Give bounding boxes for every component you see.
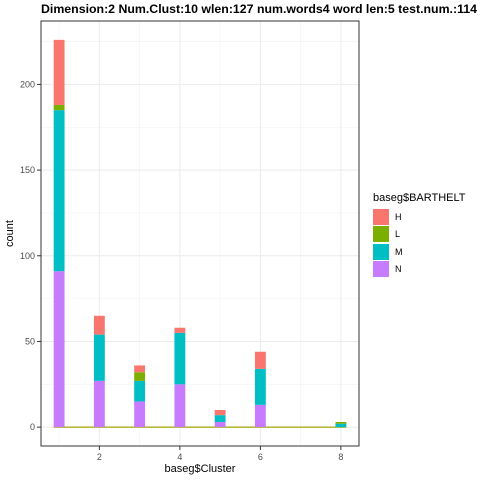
x-tick-label: 4 (177, 452, 182, 462)
legend-item-h: H (373, 208, 477, 226)
bar-h-cluster-6 (254, 351, 266, 369)
legend-item-n: N (373, 261, 477, 279)
legend-key-n (373, 261, 389, 278)
y-tick-label: 50 (25, 336, 35, 346)
y-tick-label: 150 (20, 165, 35, 175)
bar-h-cluster-4 (174, 327, 186, 333)
y-tick-label: 0 (30, 422, 35, 432)
y-axis-title: count (4, 220, 16, 247)
legend: baseg$BARTHELT H L M N (373, 192, 477, 278)
plot-border (40, 20, 360, 447)
bar-m-cluster-4 (174, 332, 186, 385)
x-tick-label: 2 (97, 452, 102, 462)
bar-m-cluster-1 (53, 110, 65, 272)
bar-m-cluster-3 (134, 380, 146, 402)
bar-n-cluster-2 (93, 380, 105, 428)
bar-h-cluster-5 (214, 410, 226, 416)
bar-m-cluster-8 (335, 423, 347, 428)
bar-n-cluster-5 (214, 422, 226, 428)
legend-title: baseg$BARTHELT (373, 192, 466, 204)
x-axis-title: baseg$Cluster (165, 463, 236, 475)
bar-n-cluster-6 (254, 404, 266, 428)
bar-l-cluster-1 (53, 104, 65, 111)
y-tick-label: 100 (20, 251, 35, 261)
legend-item-l: L (373, 226, 477, 244)
bar-l-cluster-3 (134, 372, 146, 381)
legend-label-n: N (395, 264, 402, 275)
bar-h-cluster-1 (53, 39, 65, 105)
chart-title: Dimension:2 Num.Clust:10 wlen:127 num.wo… (41, 2, 477, 16)
bar-n-cluster-3 (134, 401, 146, 428)
legend-key-l (373, 226, 389, 243)
bar-n-cluster-4 (174, 384, 186, 428)
y-tick-label: 200 (20, 79, 35, 89)
bar-h-cluster-3 (134, 365, 146, 373)
bar-n-cluster-1 (53, 271, 65, 428)
bar-h-cluster-2 (93, 315, 105, 335)
legend-label-m: M (395, 246, 403, 257)
bar-m-cluster-6 (254, 368, 266, 405)
legend-item-m: M (373, 243, 477, 261)
legend-label-l: L (395, 229, 401, 240)
legend-key-h (373, 208, 389, 225)
legend-label-h: H (395, 211, 402, 222)
legend-key-m (373, 243, 389, 260)
bar-m-cluster-5 (214, 415, 226, 423)
bar-l-cluster-8 (335, 422, 347, 424)
x-tick-label: 8 (338, 452, 343, 462)
x-tick-label: 6 (258, 452, 263, 462)
bar-m-cluster-2 (93, 334, 105, 381)
